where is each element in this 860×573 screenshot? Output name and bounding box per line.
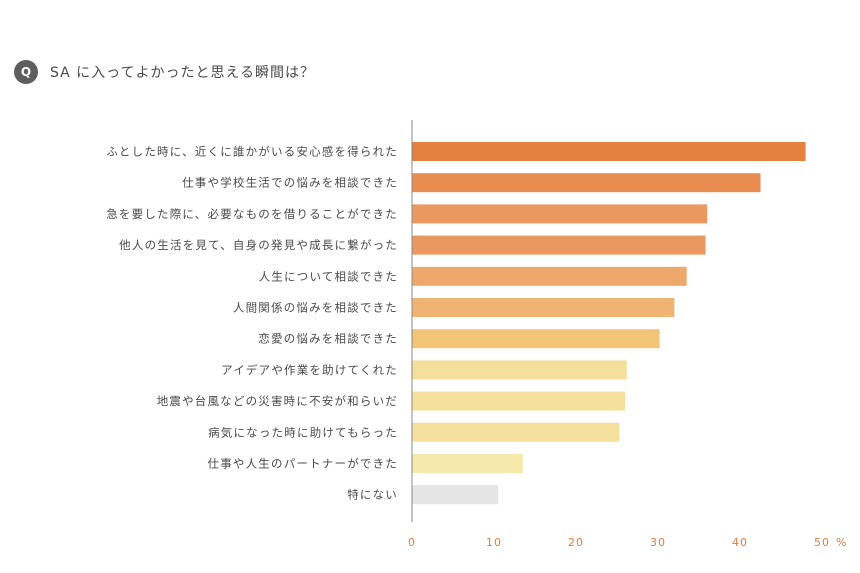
- x-tick-label: 30: [650, 536, 666, 549]
- x-tick-label: 50: [814, 536, 830, 549]
- x-tick-label: 40: [732, 536, 748, 549]
- x-tick-label: 10: [486, 536, 502, 549]
- category-label: ふとした時に、近くに誰かがいる安心感を得られた: [106, 145, 398, 159]
- x-unit-label: %: [836, 536, 847, 549]
- question-title: SA に入ってよかったと思える瞬間は？: [50, 65, 316, 81]
- bar: [412, 454, 523, 473]
- bar: [412, 360, 627, 380]
- bar: [412, 235, 706, 255]
- bar: [412, 485, 499, 505]
- category-label: 仕事や人生のパートナーができた: [208, 457, 399, 471]
- bar: [412, 204, 708, 224]
- category-label: 人間関係の悩みを相談できた: [233, 301, 398, 315]
- bar: [412, 422, 620, 442]
- bar: [412, 266, 687, 286]
- question-header: Q SA に入ってよかったと思える瞬間は？: [14, 58, 315, 86]
- category-label: 特にない: [347, 488, 398, 502]
- category-label: 地震や台風などの災害時に不安が和らいだ: [157, 394, 398, 408]
- bar: [412, 173, 761, 193]
- bar: [412, 142, 806, 161]
- x-tick-label: 0: [408, 536, 416, 549]
- bar: [412, 391, 626, 411]
- category-label: 恋愛の悩みを相談できた: [258, 332, 398, 346]
- question-badge: Q: [14, 60, 38, 84]
- category-label: 他人の生活を見て、自身の発見や成長に繋がった: [119, 238, 398, 252]
- category-label: 急を要した際に、必要なものを借りることができた: [106, 207, 398, 221]
- category-label: 人生について相談できた: [259, 269, 398, 283]
- category-label: アイデアや作業を助けてくれた: [221, 363, 398, 377]
- category-label: 病気になった時に助けてもらった: [208, 425, 398, 439]
- category-label: 仕事や学校生活での悩みを相談できた: [182, 176, 398, 190]
- x-tick-label: 20: [568, 536, 584, 549]
- bar: [412, 329, 660, 349]
- bar: [412, 298, 675, 317]
